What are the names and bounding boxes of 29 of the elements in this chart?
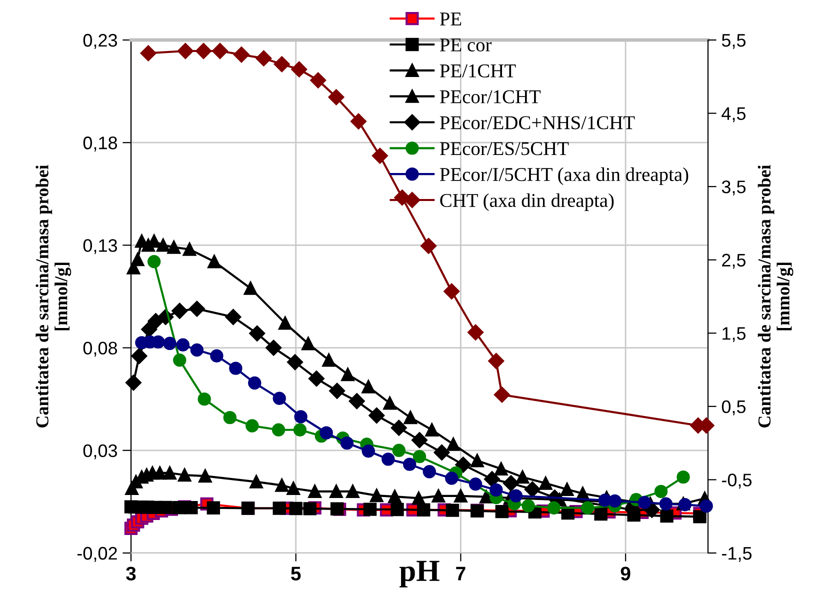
x-tick-label: 5: [291, 566, 301, 580]
y-tick-label: 0,03: [83, 444, 118, 460]
y-tick-label: 0,23: [83, 34, 118, 49]
legend-label: PE: [440, 12, 462, 26]
y-tick-label: 0,18: [83, 136, 118, 152]
y2-tick-label: 2,5: [722, 254, 746, 269]
legend-label: PEcor/EDC+NHS/1CHT: [440, 116, 635, 130]
y-tick-label: 0,08: [83, 342, 118, 357]
y2-tick-label: 5,5: [722, 34, 746, 49]
y2-tick-label: 1,5: [722, 327, 746, 342]
y-tick-label: 0,13: [83, 239, 118, 254]
y2-tick-label: -1,5: [722, 547, 752, 562]
legend-label: PEcor/ES/5CHT: [440, 142, 569, 156]
y-axis-title: Cantitatea de sarcina/masa probei [mmol/g]: [36, 164, 72, 428]
x-axis-title: pH: [400, 560, 440, 588]
y2-tick-label: 3,5: [722, 180, 746, 196]
x-tick-label: 3: [126, 566, 136, 581]
legend-label: PEcor/1CHT: [440, 90, 541, 104]
legend-label: CHT (axa din dreapta): [440, 193, 614, 211]
legend-label: PE/1CHT: [440, 64, 516, 78]
legend-label: PEcor/I/5CHT (axa din dreapta): [440, 167, 688, 186]
x-tick-label: 7: [456, 566, 466, 580]
y2-axis-title: Cantitatea de sarcina/masa probei [mmol/g]: [758, 164, 794, 428]
y2-tick-label: 0,5: [722, 400, 746, 416]
y2-tick-label: 4,5: [722, 107, 746, 122]
legend-label: PE cor: [440, 38, 492, 52]
y2-tick-label: -0,5: [722, 474, 752, 489]
x-tick-label: 9: [620, 566, 630, 580]
y-tick-label: -0,02: [77, 546, 117, 562]
